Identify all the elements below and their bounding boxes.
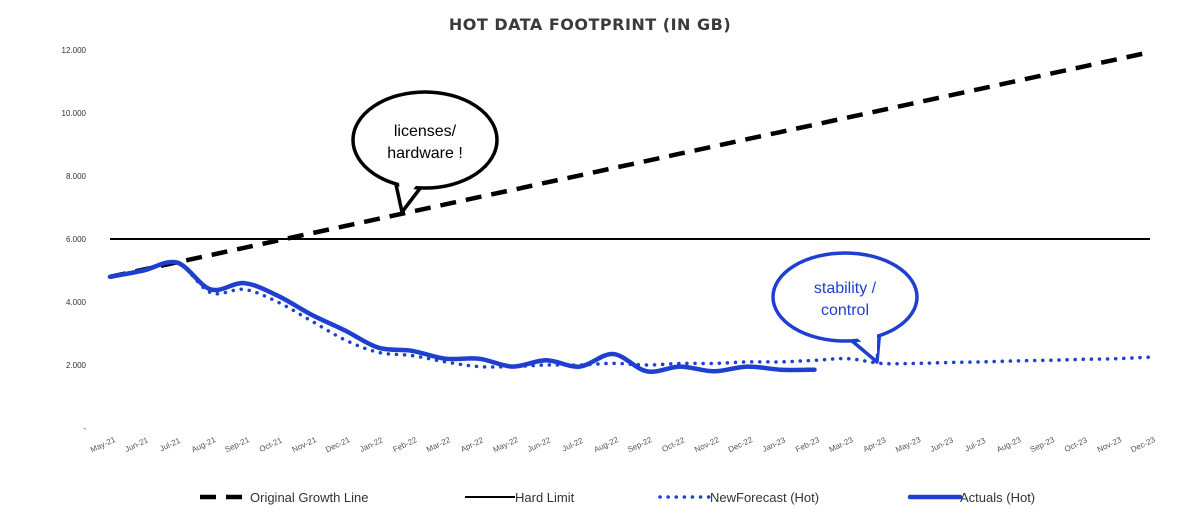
x-tick-label: Oct-21 <box>258 435 284 454</box>
x-axis-ticks: May-21 Jun-21 Jul-21 Aug-21 Sep-21 Oct-21 Nov-… <box>89 435 1157 455</box>
annotation-bubbles: licenses/hardware ! stability / control <box>351 90 919 364</box>
series-line-original-growth-line <box>109 50 1151 279</box>
x-tick-label: Jun-23 <box>929 435 955 454</box>
x-tick-label: Jun-22 <box>526 435 552 454</box>
x-tick-label: Nov-23 <box>1096 435 1124 454</box>
bubble-outline <box>351 90 499 190</box>
bubble-tail-fill <box>398 174 425 204</box>
x-tick-label: Jan-23 <box>761 435 787 454</box>
x-tick-label: Jul-23 <box>963 436 987 454</box>
y-tick-label: 12.000 <box>62 46 87 55</box>
x-tick-label: Jun-21 <box>124 435 150 454</box>
legend-item: Hard Limit <box>465 490 575 505</box>
x-tick-label: Mar-22 <box>425 435 452 454</box>
x-tick-label: Aug-22 <box>593 435 621 454</box>
legend-label: Original Growth Line <box>250 490 369 505</box>
x-tick-label: Sep-23 <box>1029 435 1057 454</box>
series-line-newforecast-hot <box>108 260 1152 369</box>
x-tick-label: Apr-22 <box>459 435 485 454</box>
legend-item: NewForecast (Hot) <box>658 490 819 505</box>
x-tick-label: Dec-23 <box>1129 435 1157 454</box>
x-tick-label: May-22 <box>492 435 520 455</box>
legend-item: Original Growth Line <box>200 490 369 505</box>
series-layer <box>107 50 1152 374</box>
x-tick-label: Apr-23 <box>862 435 888 454</box>
x-tick-label: Dec-21 <box>324 435 352 454</box>
x-tick-label: Jul-22 <box>561 436 585 454</box>
bubble-tail-fill <box>848 324 877 354</box>
x-tick-label: Nov-22 <box>693 435 721 454</box>
x-tick-label: Jan-22 <box>358 435 384 454</box>
legend-label: NewForecast (Hot) <box>710 490 819 505</box>
x-tick-label: May-21 <box>89 435 117 455</box>
legend-label: Actuals (Hot) <box>960 490 1035 505</box>
annotation-text: hardware ! <box>387 145 463 162</box>
y-tick-label: 8.000 <box>66 172 87 181</box>
x-tick-label: Aug-21 <box>190 435 218 454</box>
x-tick-label: Dec-22 <box>727 435 755 454</box>
chart-title: HOT DATA FOOTPRINT (IN GB) <box>449 15 731 34</box>
annotation-bubble: stability / control <box>771 251 919 364</box>
annotation-text: licenses/ <box>394 123 457 140</box>
series-line-actuals-hot <box>107 259 817 374</box>
annotation-text: stability / <box>814 280 877 297</box>
y-tick-label: 2.000 <box>66 361 87 370</box>
x-tick-label: Feb-23 <box>794 435 821 454</box>
legend: Original Growth Line Hard Limit NewForecas… <box>200 490 1035 505</box>
bubble-outline <box>771 251 919 343</box>
y-tick-label: 6.000 <box>66 235 87 244</box>
x-tick-label: May-23 <box>894 435 922 455</box>
legend-item: Actuals (Hot) <box>907 490 1035 505</box>
x-tick-label: Mar-23 <box>828 435 855 454</box>
x-tick-label: Nov-21 <box>291 435 319 454</box>
y-tick-label: - <box>83 424 86 433</box>
legend-label: Hard Limit <box>515 490 575 505</box>
x-tick-label: Oct-23 <box>1063 435 1089 454</box>
annotation-bubble: licenses/hardware ! <box>351 90 499 214</box>
x-tick-label: Feb-22 <box>391 435 418 454</box>
y-tick-label: 4.000 <box>66 298 87 307</box>
x-tick-label: Sep-22 <box>626 435 654 454</box>
x-tick-label: Aug-23 <box>995 435 1023 454</box>
annotation-text: control <box>821 302 869 319</box>
y-tick-label: 10.000 <box>62 109 87 118</box>
x-tick-label: Jul-21 <box>158 436 182 454</box>
y-axis-ticks: - 2.000 4.000 6.000 8.000 10.000 12.000 <box>62 46 87 433</box>
x-tick-label: Sep-21 <box>224 435 252 454</box>
x-tick-label: Oct-22 <box>660 435 686 454</box>
